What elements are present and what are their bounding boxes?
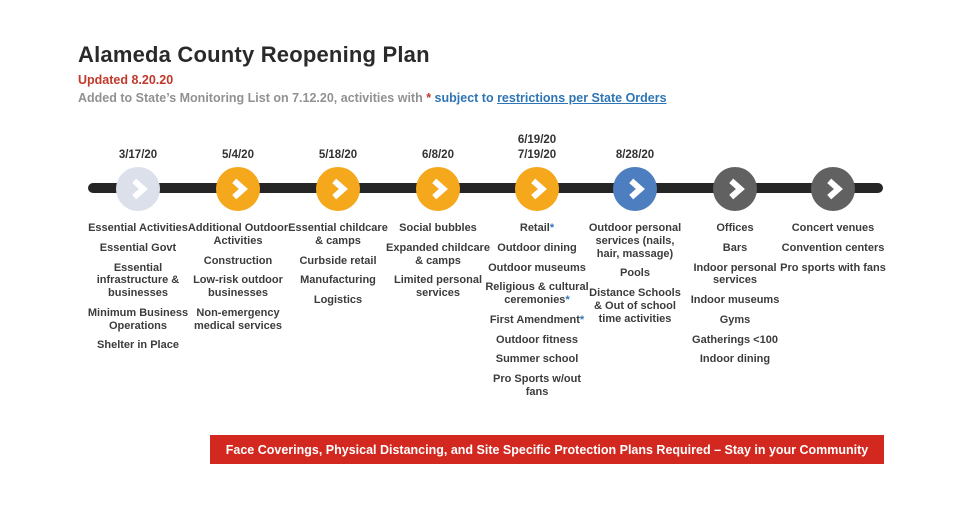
activity-list: Essential Activities Essential Govt Esse…	[82, 222, 194, 352]
activity-item: First Amendment*	[489, 313, 585, 326]
milestone-marker	[216, 167, 260, 211]
chevron-right-icon	[432, 178, 448, 200]
milestone-date	[777, 130, 889, 164]
activity-item: Pro Sports w/out fans	[493, 373, 581, 398]
milestone-date: 6/19/20 7/19/20	[517, 133, 557, 162]
activity-item: Religious & cultural ceremonies*	[485, 281, 589, 306]
chevron-right-icon	[332, 178, 348, 200]
activity-item: Outdoor museums	[488, 261, 586, 274]
activity-item: Essential infrastructure & businesses	[96, 261, 180, 300]
footer-banner: Face Coverings, Physical Distancing, and…	[210, 435, 884, 464]
activity-item: Indoor personal services	[693, 261, 777, 287]
activity-item: Essential childcare & camps	[288, 222, 388, 247]
activity-item: Low-risk outdoor businesses	[193, 274, 283, 299]
page-title: Alameda County Reopening Plan	[78, 42, 430, 67]
milestone-marker	[713, 167, 757, 211]
activity-item: Essential Activities	[88, 222, 188, 234]
activity-item: Minimum Business Operations	[87, 306, 189, 332]
milestone-marker	[116, 167, 160, 211]
milestone-column-8: Concert venues Convention centers Pro sp…	[777, 130, 889, 281]
updated-date: Updated 8.20.20	[78, 73, 174, 87]
milestone-date: 8/28/20	[615, 149, 655, 162]
activity-item: Distance Schools & Out of school time ac…	[589, 287, 681, 325]
chevron-right-icon	[827, 178, 843, 200]
chevron-right-icon	[729, 178, 745, 200]
activity-item: Outdoor fitness	[496, 333, 578, 346]
activity-item: Additional Outdoor Activities	[187, 222, 289, 247]
activity-item: Offices	[716, 222, 754, 234]
chevron-right-icon	[232, 178, 248, 200]
milestone-column-5: 6/19/20 7/19/20 Retail* Outdoor dining Ou…	[485, 130, 589, 406]
milestone-marker	[613, 167, 657, 211]
activity-item: Convention centers	[781, 241, 885, 254]
milestone-marker	[416, 167, 460, 211]
activity-list: Offices Bars Indoor personal services In…	[680, 222, 790, 366]
activity-item: Essential Govt	[99, 241, 177, 254]
activity-item: Shelter in Place	[97, 339, 179, 352]
activity-item: Curbside retail	[299, 254, 377, 267]
activity-list: Social bubbles Expanded childcare & camp…	[384, 222, 492, 300]
chevron-right-icon	[132, 178, 148, 200]
activity-item: Logistics	[313, 294, 363, 306]
activity-list: Retail* Outdoor dining Outdoor museums R…	[485, 222, 589, 399]
chevron-right-icon	[531, 178, 547, 200]
activity-item: Pro sports with fans	[780, 261, 886, 274]
monitoring-note: Added to State’s Monitoring List on 7.12…	[78, 91, 898, 105]
activity-list: Essential childcare & camps Curbside ret…	[284, 222, 392, 307]
activity-item: Concert venues	[791, 222, 875, 234]
activity-item: Gyms	[719, 313, 751, 326]
milestone-column-4: 6/8/20 Social bubbles Expanded childcare…	[384, 130, 492, 307]
activity-item: Gatherings <100	[692, 333, 778, 346]
milestone-column-3: 5/18/20 Essential childcare & camps Curb…	[284, 130, 392, 314]
timeline-axis	[88, 183, 883, 193]
milestone-date: 3/17/20	[118, 149, 158, 162]
activity-item: Outdoor personal services (nails, hair, …	[588, 222, 682, 260]
milestone-marker	[316, 167, 360, 211]
asterisk-marker: *	[426, 91, 432, 105]
activity-item: Construction	[203, 254, 273, 267]
chevron-right-icon	[629, 178, 645, 200]
activity-list: Outdoor personal services (nails, hair, …	[587, 222, 683, 325]
header: Alameda County Reopening Plan Updated 8.…	[78, 42, 898, 105]
monitoring-note-text: Added to State’s Monitoring List on 7.12…	[78, 91, 427, 105]
subject-to-text: subject to	[431, 91, 498, 105]
activity-list: Additional Outdoor Activities Constructi…	[184, 222, 292, 332]
activity-item: Bars	[722, 241, 748, 254]
activity-item: Non-emergency medical services	[193, 306, 283, 332]
milestone-column-1: 3/17/20 Essential Activities Essential G…	[82, 130, 194, 359]
activity-item: Social bubbles	[399, 222, 477, 234]
activity-list: Concert venues Convention centers Pro sp…	[777, 222, 889, 274]
milestone-column-6: 8/28/20 Outdoor personal services (nails…	[587, 130, 683, 332]
activity-item: Manufacturing	[300, 274, 376, 287]
activity-item: Expanded childcare & camps	[386, 241, 490, 267]
milestone-column-2: 5/4/20 Additional Outdoor Activities Con…	[184, 130, 292, 339]
activity-item: Limited personal services	[393, 274, 483, 299]
milestone-date: 6/8/20	[422, 149, 454, 162]
milestone-column-7: Offices Bars Indoor personal services In…	[680, 130, 790, 373]
activity-item: Indoor museums	[690, 294, 780, 306]
activity-item: Retail*	[519, 222, 555, 234]
activity-item: Pools	[620, 267, 650, 280]
milestone-date: 5/4/20	[222, 149, 254, 162]
milestone-date	[680, 130, 790, 164]
state-orders-link[interactable]: restrictions per State Orders	[497, 91, 667, 105]
milestone-date: 5/18/20	[318, 149, 358, 162]
activity-item: Indoor dining	[699, 353, 771, 366]
milestone-marker	[515, 167, 559, 211]
activity-item: Outdoor dining	[497, 241, 577, 254]
activity-item: Summer school	[495, 353, 579, 366]
milestone-marker	[811, 167, 855, 211]
